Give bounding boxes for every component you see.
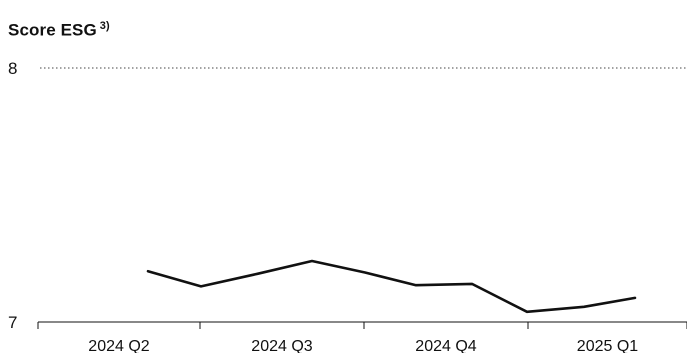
x-tick-label: 2024 Q3 [251, 338, 312, 353]
x-tick-label: 2024 Q4 [415, 338, 476, 353]
x-tick-label: 2024 Q2 [88, 338, 149, 353]
series-line [146, 259, 637, 314]
y-tick-label: 8 [8, 59, 17, 78]
chart-title-footnote: 3) [99, 20, 110, 32]
y-tick-label: 7 [8, 313, 17, 332]
x-tick-label: 2025 Q1 [577, 338, 638, 353]
chart-title: Score ESG 3) [8, 20, 110, 41]
chart-title-text: Score ESG [8, 20, 97, 40]
